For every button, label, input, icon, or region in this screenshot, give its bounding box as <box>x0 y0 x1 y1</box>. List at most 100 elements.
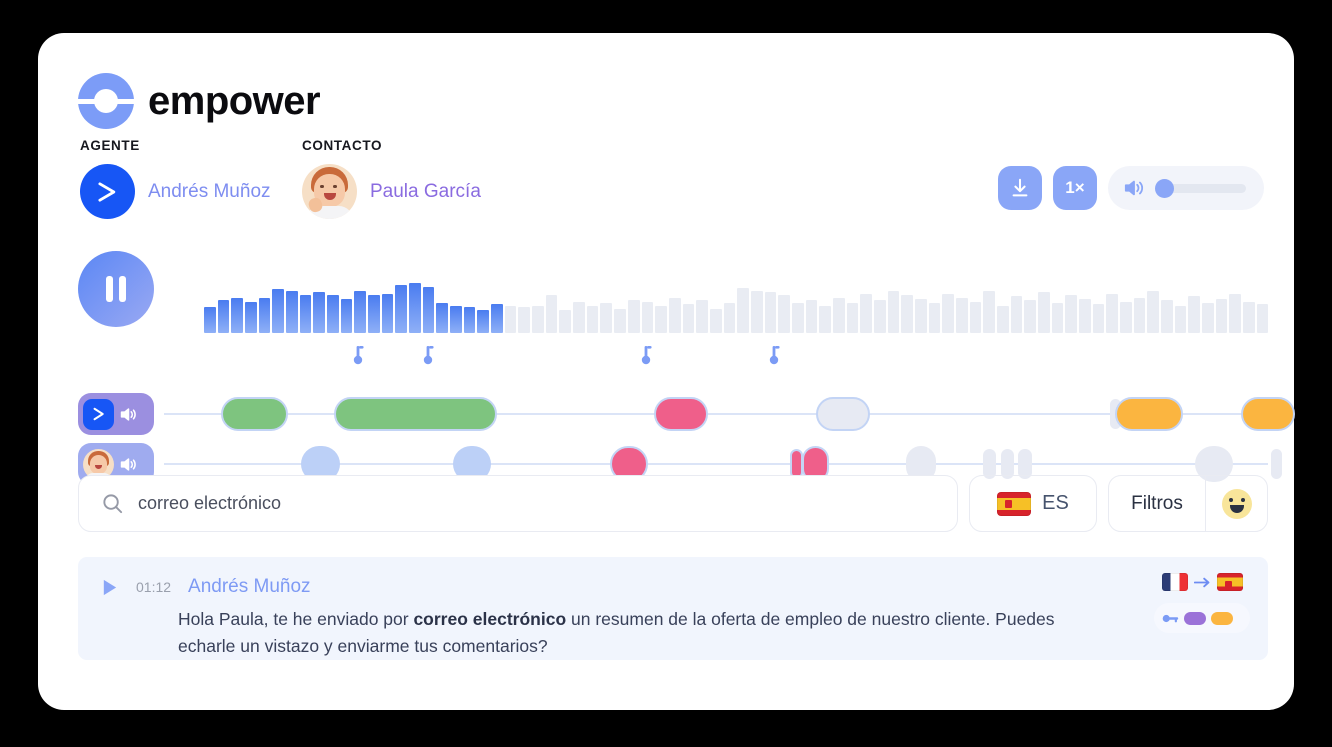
waveform-bar <box>586 305 599 333</box>
agent-name: Andrés Muñoz <box>148 180 271 202</box>
smiley-face-icon[interactable] <box>1205 476 1267 531</box>
search-value: correo electrónico <box>138 493 282 513</box>
timeline-badge-agent[interactable] <box>78 393 154 435</box>
agent-send-icon <box>83 398 114 430</box>
timeline-segment[interactable] <box>983 449 997 479</box>
waveform-bar <box>436 303 449 333</box>
timeline-segment[interactable] <box>1271 449 1283 479</box>
transcript-speaker: Andrés Muñoz <box>188 576 311 597</box>
waveform-bar <box>409 282 421 333</box>
search-row: correo electrónico ES Filtros <box>78 475 1268 532</box>
playback-speed-button[interactable]: 1× <box>1053 166 1097 210</box>
waveform-bar <box>860 293 872 333</box>
volume-control[interactable] <box>1108 166 1264 210</box>
search-icon <box>103 494 123 514</box>
waveform-bar <box>1010 296 1023 333</box>
participants: AGENTE Andrés Muñoz CONTACTO Paula Garcí… <box>80 138 481 219</box>
waveform-bar <box>381 293 394 333</box>
contact-photo-avatar <box>83 448 114 480</box>
waveform-bar <box>614 308 626 333</box>
participant-contact: CONTACTO Paula García <box>302 138 481 219</box>
transcript-timestamp: 01:12 <box>136 579 172 595</box>
waveform-bar <box>668 297 681 333</box>
transcript-row[interactable]: 01:12 Andrés Muñoz Hola Paula, te he env… <box>78 557 1268 660</box>
timeline-row-agent <box>78 389 1296 439</box>
timeline-segment[interactable] <box>221 397 288 431</box>
waveform-bar <box>491 304 503 333</box>
waveform-bar <box>832 297 845 333</box>
waveform-bar <box>709 308 722 333</box>
waveform-bar <box>395 285 408 333</box>
timeline-segment[interactable] <box>1114 397 1183 431</box>
agent-send-icon <box>80 164 135 219</box>
brand-name: empower <box>148 78 321 123</box>
waveform-section <box>78 251 1269 365</box>
pause-icon[interactable] <box>78 251 154 327</box>
waveform-bar <box>696 300 708 333</box>
key-marker-icon[interactable] <box>640 345 652 365</box>
waveform-bar <box>901 294 913 333</box>
play-icon[interactable] <box>100 578 119 597</box>
volume-icon[interactable] <box>119 406 138 423</box>
flag-es-icon <box>997 491 1032 516</box>
waveform-bar <box>928 303 941 333</box>
agent-role-label: AGENTE <box>80 138 140 153</box>
timeline-segment[interactable] <box>1195 446 1233 482</box>
waveform-bar <box>354 290 367 333</box>
waveform-bar <box>873 300 886 333</box>
waveform[interactable] <box>204 265 1269 333</box>
waveform-bar <box>1051 303 1064 333</box>
transcript-text-part: un resumen de la oferta de empleo de nue… <box>178 609 1055 656</box>
tag-pill[interactable] <box>1211 611 1233 625</box>
waveform-bar <box>846 303 859 333</box>
waveform-bar <box>258 297 271 333</box>
key-marker-icon[interactable] <box>768 345 780 365</box>
waveform-bar <box>819 305 831 333</box>
key-marker-icon[interactable] <box>352 345 364 365</box>
timeline-segment[interactable] <box>334 397 498 431</box>
waveform-bar <box>969 301 982 333</box>
waveform-bar <box>1202 303 1214 333</box>
waveform-bar <box>1037 292 1050 333</box>
flag-es-icon <box>1216 573 1243 591</box>
volume-icon[interactable] <box>119 456 138 473</box>
tag-pills[interactable] <box>1154 603 1250 633</box>
waveform-bar <box>559 309 572 333</box>
waveform-bar <box>914 299 927 333</box>
timeline-track[interactable] <box>164 413 1268 415</box>
waveform-bar <box>737 288 749 333</box>
timeline-segment[interactable] <box>1240 397 1296 431</box>
participant-agent: AGENTE Andrés Muñoz <box>80 138 302 219</box>
waveform-bar <box>627 300 640 333</box>
waveform-bar <box>1079 299 1091 333</box>
volume-slider[interactable] <box>1155 178 1246 198</box>
player-top-controls: 1× <box>998 166 1264 210</box>
timeline-segment[interactable] <box>1018 449 1032 479</box>
volume-slider-thumb[interactable] <box>1155 178 1174 198</box>
waveform-bar <box>573 301 585 333</box>
tag-pill[interactable] <box>1184 611 1206 625</box>
waveform-bar <box>1120 301 1132 333</box>
ring-logo-icon <box>76 73 136 129</box>
waveform-bar <box>463 307 476 333</box>
filters-button[interactable]: Filtros <box>1108 475 1268 532</box>
timeline-segment[interactable] <box>1000 449 1015 479</box>
timeline-segment[interactable] <box>815 397 870 431</box>
waveform-key-markers <box>78 345 1268 367</box>
search-input[interactable]: correo electrónico <box>78 475 958 532</box>
timeline-track[interactable] <box>164 463 1268 465</box>
waveform-bar <box>682 304 695 333</box>
waveform-bar <box>750 290 763 333</box>
language-selector[interactable]: ES <box>969 475 1097 532</box>
brand-logo: empower <box>76 73 321 129</box>
waveform-bar <box>655 305 667 333</box>
waveform-bar <box>955 297 968 333</box>
timeline-segment[interactable] <box>653 397 708 431</box>
waveform-bar <box>1065 294 1077 333</box>
waveform-bar <box>518 307 531 333</box>
download-icon[interactable] <box>998 166 1042 210</box>
transcript-highlight: correo electrónico <box>413 609 567 629</box>
transcript-header: 01:12 Andrés Muñoz <box>100 576 311 598</box>
key-marker-icon[interactable] <box>422 345 434 365</box>
waveform-bar <box>1243 301 1255 333</box>
